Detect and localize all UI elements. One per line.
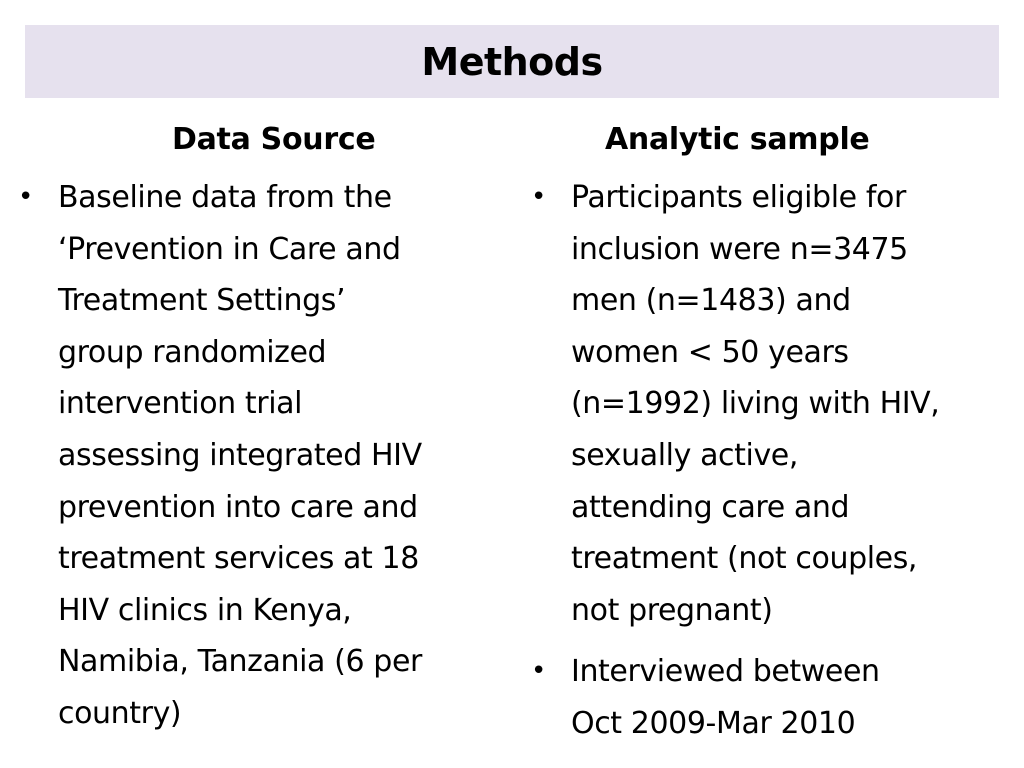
analytic-sample-heading: Analytic sample (605, 122, 870, 157)
bullet-icon: • (531, 182, 546, 212)
bullet-text-line: not pregnant) (571, 592, 773, 628)
bullet-text-line: ‘Prevention in Care and (58, 231, 401, 267)
bullet-item: • Interviewed between Oct 2009-Mar 2010 (525, 646, 939, 749)
bullet-text-line: women < 50 years (571, 334, 849, 370)
bullet-item: • Baseline data from the ‘Prevention in Ca… (12, 172, 422, 740)
bullet-text-line: Participants eligible for (571, 180, 906, 215)
bullet-text-line: Baseline data from the (58, 180, 392, 215)
bullet-text-line: group randomized (58, 334, 327, 370)
bullet-text-line: men (n=1483) and (571, 283, 851, 319)
bullet-text-line: Interviewed between (571, 654, 880, 690)
bullet-text-line: sexually active, (571, 437, 798, 473)
bullet-text-line: assessing integrated HIV (58, 437, 422, 473)
bullet-text-line: Namibia, Tanzania (6 per (58, 644, 422, 680)
bullet-text-line: Oct 2009-Mar 2010 (571, 705, 856, 741)
bullet-icon: • (531, 656, 546, 687)
data-source-list: • Baseline data from the ‘Prevention in Ca… (12, 172, 422, 750)
bullet-text-line: Treatment Settings’ (58, 283, 346, 319)
analytic-sample-list: • Participants eligible for inclusion were… (525, 172, 940, 760)
bullet-text-line: attending care and (571, 489, 850, 525)
bullet-text-line: prevention into care and (58, 489, 418, 525)
bullet-text-line: inclusion were n=3475 (571, 231, 908, 267)
bullet-text-line: HIV clinics in Kenya, (58, 592, 352, 628)
bullet-text-line: treatment services at 18 (58, 541, 419, 577)
bullet-text-line: treatment (not couples, (571, 541, 918, 577)
data-source-heading: Data Source (172, 122, 376, 157)
title-bar: Methods (25, 25, 999, 98)
bullet-text-line: (n=1992) living with HIV, (571, 386, 940, 422)
bullet-icon: • (18, 182, 33, 212)
bullet-text-line: country) (58, 695, 182, 731)
bullet-item: • Participants eligible for inclusion were… (525, 172, 940, 636)
slide-title: Methods (421, 39, 603, 84)
bullet-text-line: intervention trial (58, 386, 303, 422)
